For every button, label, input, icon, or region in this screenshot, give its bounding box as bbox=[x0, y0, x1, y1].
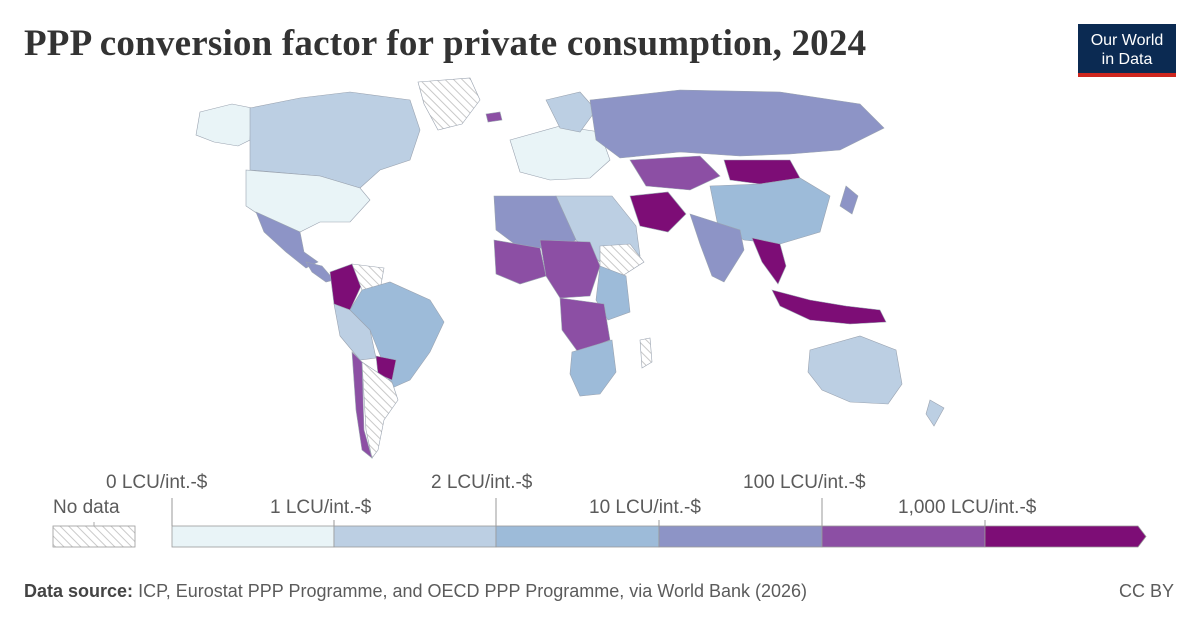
region-new-zealand bbox=[925, 399, 945, 427]
region-argentina bbox=[361, 361, 399, 459]
legend-bin-2 bbox=[333, 525, 497, 548]
source-label: Data source: bbox=[24, 581, 134, 601]
chart-title: PPP conversion factor for private consum… bbox=[24, 23, 867, 64]
region-russia bbox=[589, 89, 885, 159]
logo-line-2: in Data bbox=[1101, 51, 1153, 68]
region-paraguay bbox=[375, 355, 397, 381]
owid-logo[interactable]: Our World in Data bbox=[1078, 24, 1176, 77]
license-link[interactable]: CC BY bbox=[1118, 581, 1174, 601]
footer-source: Data source: ICP, Eurostat PPP Programme… bbox=[24, 581, 807, 602]
legend-label-0: 0 LCU/int.-$ bbox=[106, 472, 208, 493]
logo-line-1: Our World bbox=[1090, 32, 1164, 49]
logo-accent-bar bbox=[1078, 73, 1176, 77]
region-chile bbox=[351, 351, 373, 459]
legend-bin-1 bbox=[171, 525, 335, 548]
region-indonesia bbox=[771, 289, 887, 325]
legend-no-data-label: No data bbox=[53, 497, 120, 518]
region-colombia bbox=[329, 263, 363, 311]
legend-label-100: 100 LCU/int.-$ bbox=[743, 472, 866, 493]
legend-bin-5 bbox=[821, 525, 986, 548]
legend-label-10: 10 LCU/int.-$ bbox=[589, 497, 701, 518]
source-text[interactable]: ICP, Eurostat PPP Programme, and OECD PP… bbox=[138, 581, 808, 601]
region-iceland bbox=[485, 111, 503, 123]
legend-label-1: 1 LCU/int.-$ bbox=[270, 497, 372, 518]
region-mainland-southeast-asia bbox=[751, 237, 787, 285]
region-kazakhstan bbox=[629, 155, 721, 191]
region-alaska bbox=[195, 103, 253, 147]
region-southern-africa bbox=[569, 339, 617, 397]
legend-label-1000: 1,000 LCU/int.-$ bbox=[898, 497, 1037, 518]
region-iran bbox=[629, 191, 687, 233]
legend-bin-3 bbox=[495, 525, 660, 548]
legend-bin-4 bbox=[658, 525, 823, 548]
legend-label-2: 2 LCU/int.-$ bbox=[431, 472, 533, 493]
region-india bbox=[689, 213, 745, 283]
legend-color-bar bbox=[171, 525, 1147, 548]
region-japan bbox=[839, 185, 859, 215]
region-greenland bbox=[417, 77, 481, 131]
legend-no-data-swatch bbox=[52, 525, 136, 548]
region-scandinavia bbox=[545, 91, 597, 133]
region-central-africa bbox=[539, 239, 601, 299]
region-west-africa bbox=[493, 239, 547, 285]
region-central-america bbox=[305, 261, 335, 283]
legend-bin-6 bbox=[984, 525, 1147, 548]
region-madagascar bbox=[639, 337, 653, 369]
region-australia bbox=[807, 335, 903, 405]
